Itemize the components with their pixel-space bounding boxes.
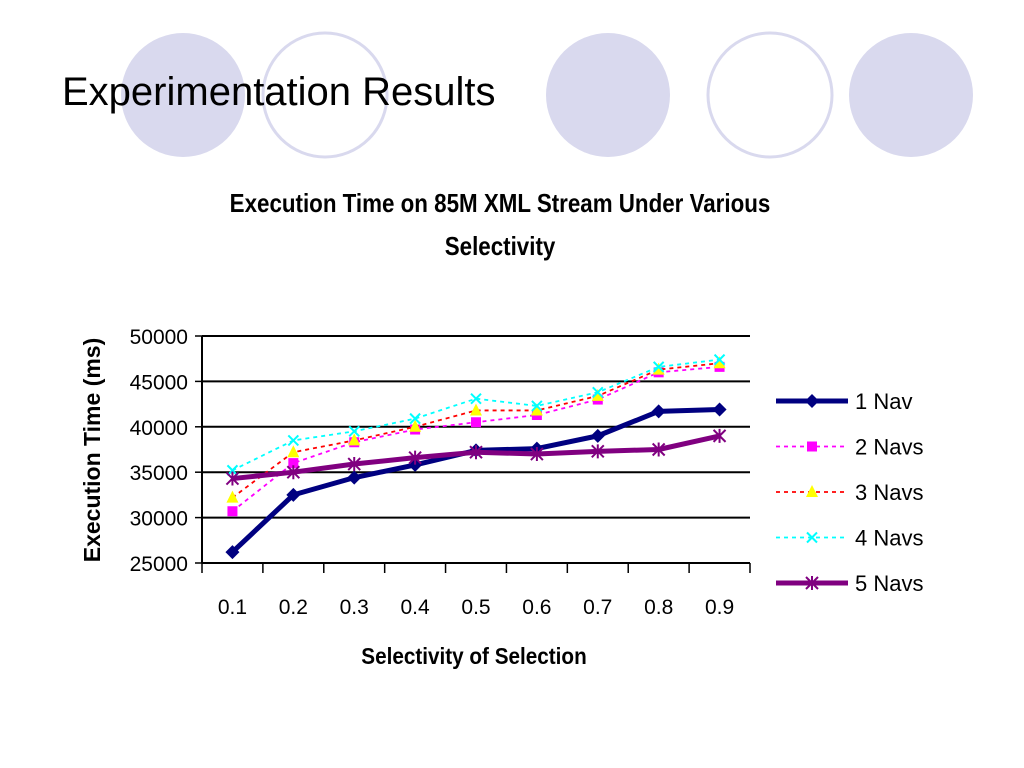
data-point xyxy=(225,545,240,560)
data-point xyxy=(471,417,481,428)
series-line xyxy=(230,407,720,554)
data-point xyxy=(287,434,300,447)
data-point xyxy=(712,428,727,443)
legend-label: 1 Nav xyxy=(855,389,912,414)
x-tick-label: 0.2 xyxy=(279,596,308,619)
data-point xyxy=(591,444,605,459)
data-point xyxy=(227,506,238,517)
data-point xyxy=(409,412,421,425)
data-point xyxy=(226,490,239,503)
data-point xyxy=(469,445,483,460)
data-point xyxy=(286,465,301,480)
x-tick-label: 0.4 xyxy=(401,596,431,619)
data-point xyxy=(470,392,482,405)
data-point xyxy=(348,433,361,446)
deco-circle-5 xyxy=(849,33,973,157)
data-point xyxy=(590,428,605,443)
chart-title-line-1: Execution Time on 85M XML Stream Under V… xyxy=(230,189,771,218)
data-point xyxy=(652,361,665,373)
x-tick-label: 0.1 xyxy=(218,596,247,619)
legend-label: 3 Navs xyxy=(855,480,923,505)
data-point xyxy=(592,386,604,399)
deco-circle-1 xyxy=(121,33,245,157)
deco-circle-3 xyxy=(546,33,670,157)
data-point xyxy=(409,419,422,432)
data-point xyxy=(807,441,817,452)
data-point xyxy=(226,464,239,477)
series-line xyxy=(232,358,720,472)
data-point xyxy=(531,400,543,412)
x-tick-label: 0.7 xyxy=(583,596,612,619)
data-point xyxy=(530,403,543,416)
y-tick-label: 25000 xyxy=(130,553,188,576)
chart-title-line-2: Selectivity xyxy=(445,232,556,261)
y-tick-label: 35000 xyxy=(130,462,188,485)
y-axis-label: Execution Time (ms) xyxy=(79,338,105,563)
data-point xyxy=(713,353,726,366)
data-point xyxy=(712,402,727,417)
deco-circle-4 xyxy=(706,31,834,159)
data-point xyxy=(530,447,544,462)
data-point xyxy=(652,362,665,375)
deco-circle-2 xyxy=(261,31,389,159)
x-tick-label: 0.5 xyxy=(461,596,490,619)
y-tick-label: 30000 xyxy=(130,508,188,531)
data-point xyxy=(470,403,482,416)
x-tick-label: 0.3 xyxy=(340,596,369,619)
y-tick-label: 45000 xyxy=(130,371,188,394)
data-point xyxy=(288,458,299,469)
data-point xyxy=(806,531,818,544)
decorative-circles xyxy=(121,31,973,159)
data-point xyxy=(287,445,300,458)
data-point xyxy=(805,576,819,590)
data-point xyxy=(347,470,362,485)
x-tick-label: 0.6 xyxy=(522,596,551,619)
legend-item: 3 Navs xyxy=(776,480,923,505)
data-point xyxy=(591,388,604,401)
legend-label: 4 Navs xyxy=(855,526,923,551)
data-point xyxy=(806,485,818,497)
x-tick-label: 0.8 xyxy=(644,596,673,619)
series-4 xyxy=(226,353,726,477)
data-point xyxy=(347,457,361,472)
legend-item: 5 Navs xyxy=(776,571,923,596)
legend-item: 2 Navs xyxy=(776,435,923,460)
legend-label: 5 Navs xyxy=(855,571,923,596)
legend-item: 1 Nav xyxy=(776,389,912,414)
data-point xyxy=(286,487,301,502)
legend-item: 4 Navs xyxy=(776,526,923,551)
data-point xyxy=(348,425,360,438)
series-5 xyxy=(225,428,727,486)
y-tick-label: 40000 xyxy=(130,417,188,440)
series-3 xyxy=(226,356,726,503)
x-axis-label: Selectivity of Selection xyxy=(361,643,586,669)
y-tick-label: 50000 xyxy=(130,326,188,349)
slide-title: Experimentation Results xyxy=(62,70,496,114)
data-point xyxy=(805,394,819,408)
data-point xyxy=(408,450,422,465)
data-point xyxy=(651,442,666,457)
series-line xyxy=(231,362,720,499)
data-point xyxy=(225,471,240,486)
data-point xyxy=(651,404,666,419)
legend-label: 2 Navs xyxy=(855,435,923,460)
data-point xyxy=(713,356,726,369)
x-tick-label: 0.9 xyxy=(705,596,734,619)
